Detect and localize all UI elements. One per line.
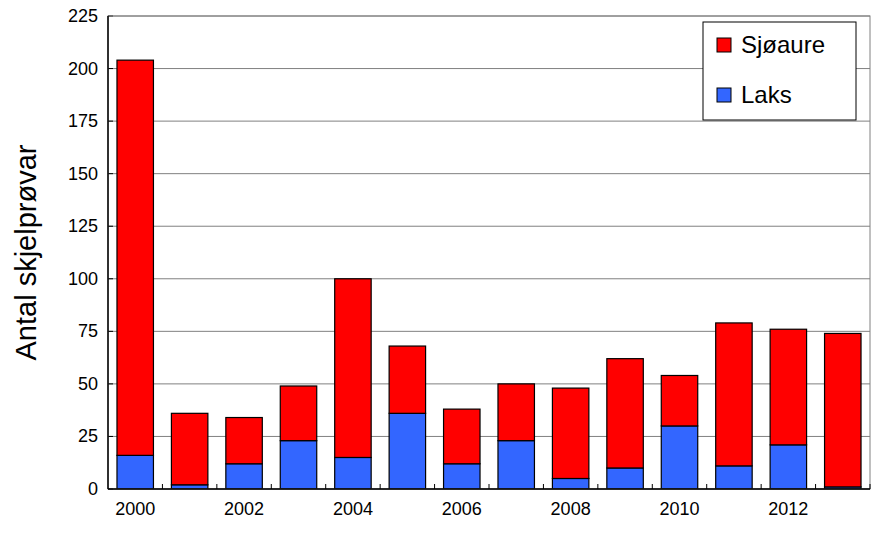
legend-swatch xyxy=(717,38,731,52)
x-tick-mark xyxy=(597,484,598,489)
bar xyxy=(444,409,480,464)
bar xyxy=(607,468,643,489)
bar xyxy=(171,413,207,484)
bar xyxy=(498,384,534,441)
grid-line xyxy=(108,121,870,122)
bar xyxy=(716,466,752,489)
plot-frame xyxy=(108,16,870,489)
bar xyxy=(117,60,153,455)
y-tick-label: 125 xyxy=(68,216,98,236)
legend-box xyxy=(703,22,856,120)
y-tick-label: 175 xyxy=(68,111,98,131)
bar xyxy=(552,478,588,489)
bar xyxy=(335,279,371,458)
chart: 0 25 50 75 100 125 150 175 200 225 2000 2002 2004 200… xyxy=(0,0,884,538)
bar xyxy=(770,445,806,489)
y-tick-label: 225 xyxy=(68,6,98,26)
x-tick-mark xyxy=(434,484,435,489)
bar xyxy=(280,386,316,441)
legend-label: Sjøaure xyxy=(741,31,825,58)
x-tick-label: 2000 xyxy=(115,499,155,519)
y-tick-label: 50 xyxy=(78,374,98,394)
x-tick-mark xyxy=(216,484,217,489)
bar xyxy=(661,375,697,425)
x-tick-mark xyxy=(761,484,762,489)
x-tick-mark xyxy=(162,484,163,489)
grid-line xyxy=(108,383,870,384)
bar xyxy=(552,388,588,478)
x-tick-mark xyxy=(489,484,490,489)
bars xyxy=(117,60,861,489)
bar xyxy=(335,457,371,489)
grid-line xyxy=(108,173,870,174)
y-axis-label: Antal skjelprøvar xyxy=(10,144,42,360)
legend-swatch xyxy=(717,88,731,102)
x-tick-mark xyxy=(706,484,707,489)
y-axis-line xyxy=(107,16,109,489)
y-tick-label: 25 xyxy=(78,426,98,446)
x-tick-label: 2010 xyxy=(659,499,699,519)
x-tick-label: 2004 xyxy=(333,499,373,519)
x-tick-mark xyxy=(325,484,326,489)
x-tick-label: 2012 xyxy=(768,499,808,519)
y-tick-label: 75 xyxy=(78,321,98,341)
grid-line xyxy=(108,436,870,437)
y-tick-label: 100 xyxy=(68,269,98,289)
bar xyxy=(226,418,262,464)
grid-line xyxy=(108,331,870,332)
bar xyxy=(661,426,697,489)
grid-line xyxy=(108,226,870,227)
legend-label: Laks xyxy=(741,81,792,108)
x-tick-label: 2002 xyxy=(224,499,264,519)
bar xyxy=(389,346,425,413)
bar xyxy=(825,333,861,486)
y-tick-label: 0 xyxy=(88,479,98,499)
bar xyxy=(607,359,643,468)
x-tick-mark xyxy=(870,484,871,489)
bar xyxy=(770,329,806,445)
x-tick-mark xyxy=(380,484,381,489)
bar xyxy=(498,441,534,489)
y-tick-label: 200 xyxy=(68,59,98,79)
x-tick-mark xyxy=(652,484,653,489)
bar xyxy=(117,455,153,489)
x-tick-label: 2006 xyxy=(442,499,482,519)
bar xyxy=(280,441,316,489)
x-tick-mark xyxy=(271,484,272,489)
x-tick-label: 2008 xyxy=(551,499,591,519)
y-tick-label: 150 xyxy=(68,164,98,184)
bar xyxy=(226,464,262,489)
x-tick-mark xyxy=(815,484,816,489)
bar xyxy=(716,323,752,466)
x-tick-mark xyxy=(543,484,544,489)
bar xyxy=(444,464,480,489)
bar xyxy=(389,413,425,489)
grid-line xyxy=(108,278,870,279)
legend: Sjøaure Laks xyxy=(703,22,856,120)
